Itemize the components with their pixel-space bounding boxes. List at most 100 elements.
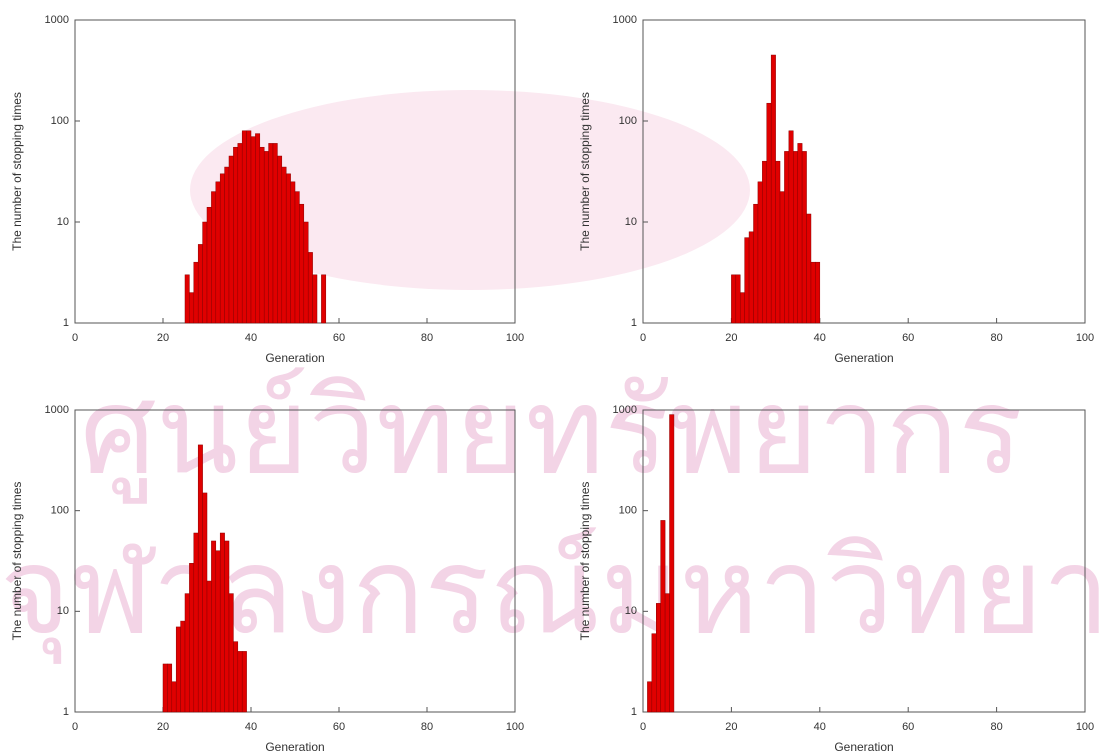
bar bbox=[793, 151, 798, 324]
bar bbox=[815, 261, 821, 324]
plot-frame bbox=[642, 409, 1086, 713]
bar bbox=[766, 102, 772, 324]
bar bbox=[206, 206, 212, 324]
bar bbox=[735, 274, 741, 324]
bar bbox=[281, 166, 287, 324]
y-tick-label: 10 bbox=[57, 605, 69, 617]
bar bbox=[784, 151, 790, 324]
y-tick-label: 1000 bbox=[613, 14, 637, 26]
x-tick-label: 60 bbox=[333, 332, 345, 344]
bar bbox=[237, 651, 243, 713]
bar bbox=[175, 626, 181, 713]
x-axis-label: Generation bbox=[834, 351, 893, 365]
bar bbox=[779, 191, 785, 324]
chart: 1 10 100 1000 0 20 40 60 80 100 Generation The numb… bbox=[10, 14, 524, 365]
x-tick-label: 80 bbox=[990, 721, 1002, 733]
bar bbox=[197, 244, 203, 324]
x-axis-label: Generation bbox=[265, 740, 324, 754]
y-tick-label: 1 bbox=[63, 317, 69, 329]
bar bbox=[303, 221, 309, 324]
bar bbox=[788, 130, 794, 324]
y-axis-label: The number of stopping times bbox=[578, 482, 592, 641]
x-tick-label: 0 bbox=[72, 332, 78, 344]
x-tick-label: 60 bbox=[902, 332, 914, 344]
bar bbox=[237, 143, 243, 324]
bar bbox=[162, 663, 168, 713]
bar bbox=[290, 181, 296, 324]
bar bbox=[228, 593, 234, 713]
watermark-line: ศูนย์วิทยทรัพยากร bbox=[80, 363, 1023, 504]
chart: 1 10 100 1000 0 20 40 60 80 100 Generation The numb… bbox=[10, 404, 524, 754]
x-tick-label: 20 bbox=[157, 332, 169, 344]
x-tick-label: 80 bbox=[421, 721, 433, 733]
bar bbox=[228, 155, 234, 324]
bar bbox=[307, 252, 313, 324]
x-tick-label: 60 bbox=[333, 721, 345, 733]
x-tick-label: 40 bbox=[814, 332, 826, 344]
plot-frame bbox=[642, 19, 1086, 324]
bar bbox=[259, 146, 265, 324]
y-axis-label: The number of stopping times bbox=[578, 92, 592, 251]
bar bbox=[241, 651, 247, 713]
y-tick-label: 1 bbox=[631, 706, 637, 718]
bar bbox=[775, 160, 781, 324]
bar bbox=[656, 603, 661, 713]
chart: 1 10 100 1000 0 20 40 60 80 100 Generation The numb… bbox=[578, 14, 1094, 365]
bar bbox=[801, 151, 807, 324]
bar bbox=[770, 54, 776, 324]
bar bbox=[193, 261, 199, 324]
bar bbox=[277, 155, 283, 324]
x-tick-label: 80 bbox=[421, 332, 433, 344]
bar bbox=[171, 681, 177, 713]
x-tick-label: 0 bbox=[72, 721, 78, 733]
bar bbox=[233, 146, 239, 324]
x-tick-label: 0 bbox=[640, 721, 646, 733]
y-axis-label: The number of stopping times bbox=[10, 92, 24, 251]
x-tick-label: 100 bbox=[1076, 332, 1094, 344]
bar bbox=[189, 292, 195, 324]
bar bbox=[263, 151, 269, 324]
y-tick-label: 100 bbox=[51, 115, 69, 127]
bar bbox=[664, 593, 670, 713]
y-tick-label: 1000 bbox=[45, 404, 69, 416]
y-tick-label: 1 bbox=[63, 706, 69, 718]
bar bbox=[294, 191, 300, 324]
bar bbox=[215, 550, 221, 713]
bar bbox=[202, 221, 208, 324]
bar bbox=[753, 203, 759, 324]
x-tick-label: 20 bbox=[725, 721, 737, 733]
bar bbox=[757, 181, 763, 324]
x-tick-label: 100 bbox=[506, 721, 524, 733]
bar bbox=[211, 191, 217, 324]
chart: 1 10 100 1000 0 20 40 60 80 100 Generation The numb… bbox=[578, 404, 1094, 754]
bar bbox=[206, 580, 212, 713]
y-axis-label: The number of stopping times bbox=[10, 482, 24, 641]
bar bbox=[321, 274, 327, 324]
bar bbox=[246, 130, 252, 324]
bar bbox=[180, 620, 186, 713]
bar bbox=[272, 143, 278, 324]
bar bbox=[233, 641, 239, 713]
x-tick-label: 100 bbox=[1076, 721, 1094, 733]
y-tick-label: 100 bbox=[619, 115, 637, 127]
bar bbox=[748, 231, 754, 324]
bar bbox=[299, 203, 305, 324]
bar bbox=[224, 166, 230, 324]
x-axis-label: Generation bbox=[834, 740, 893, 754]
bar bbox=[285, 173, 291, 324]
y-tick-label: 10 bbox=[625, 605, 637, 617]
watermark-line: จุฬาลงกรณ์มหาวิทยาลัย bbox=[0, 523, 1107, 665]
bar bbox=[255, 133, 261, 324]
bar bbox=[797, 143, 803, 324]
bar bbox=[810, 261, 816, 324]
bar bbox=[224, 540, 230, 713]
bar bbox=[806, 213, 812, 324]
bar bbox=[647, 681, 653, 713]
bar bbox=[268, 143, 274, 324]
y-tick-label: 10 bbox=[57, 216, 69, 228]
x-tick-label: 40 bbox=[245, 332, 257, 344]
bar bbox=[219, 532, 225, 713]
bar bbox=[215, 181, 221, 324]
bar bbox=[184, 274, 190, 324]
